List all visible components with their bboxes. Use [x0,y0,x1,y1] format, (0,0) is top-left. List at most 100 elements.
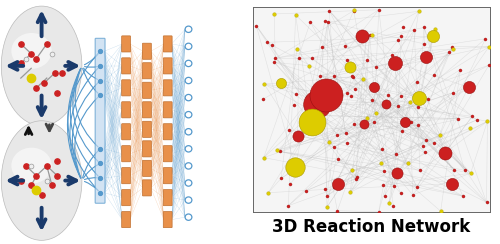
FancyBboxPatch shape [164,146,172,162]
FancyBboxPatch shape [142,121,152,137]
Point [436,209,444,213]
FancyBboxPatch shape [122,146,130,162]
Point [408,121,416,124]
Point [388,53,396,57]
Point [448,182,456,185]
FancyBboxPatch shape [122,168,130,184]
Circle shape [185,197,192,203]
Point [342,132,349,135]
Point [450,47,458,51]
Point [341,44,349,48]
Point [285,129,293,132]
Point [459,194,467,198]
Point [370,120,378,124]
Point [410,28,418,32]
Point [416,168,424,172]
Point [370,85,378,89]
Point [482,200,490,204]
Point [400,120,408,124]
FancyBboxPatch shape [95,38,105,203]
Point [347,94,355,98]
Circle shape [185,112,192,118]
Point [368,98,376,102]
Point [273,148,281,152]
Point [391,61,399,65]
Point [260,82,268,86]
FancyBboxPatch shape [122,36,130,52]
Point [378,161,386,165]
Point [268,43,276,47]
Point [394,38,402,42]
Point [316,74,324,78]
Point [343,91,351,95]
Point [325,140,333,144]
Point [390,204,398,208]
Point [334,158,342,162]
Point [485,45,493,49]
Point [399,25,407,29]
FancyBboxPatch shape [142,160,152,176]
Point [358,34,366,38]
Point [378,148,386,152]
Point [284,204,292,208]
Point [396,191,404,195]
Point [323,205,331,209]
Point [262,41,270,44]
Point [484,120,492,123]
FancyBboxPatch shape [142,180,152,196]
Point [334,182,342,185]
Point [290,103,298,107]
Point [411,97,419,101]
FancyBboxPatch shape [122,80,130,96]
Point [430,73,438,77]
Point [333,133,341,137]
Point [343,58,351,61]
FancyBboxPatch shape [122,190,130,206]
Point [294,134,302,138]
Point [436,133,444,137]
FancyBboxPatch shape [164,168,172,184]
Point [450,168,458,172]
Point [325,9,333,13]
Point [394,104,402,108]
Point [430,141,438,145]
Point [348,168,356,172]
FancyBboxPatch shape [122,58,130,74]
Ellipse shape [2,6,82,126]
Point [324,20,332,24]
Point [330,185,338,189]
Point [349,75,357,79]
Point [302,95,310,99]
Point [352,177,360,181]
Point [368,33,376,37]
FancyBboxPatch shape [142,141,152,157]
Point [292,92,300,96]
Point [415,96,423,100]
Point [466,171,474,175]
FancyBboxPatch shape [142,82,152,98]
Point [271,56,279,60]
FancyBboxPatch shape [142,63,152,79]
Point [291,165,299,169]
Point [352,175,360,179]
Point [252,24,260,28]
Point [404,162,411,165]
Point [413,80,421,84]
Point [330,145,338,149]
FancyBboxPatch shape [164,190,172,206]
Point [312,102,320,106]
Point [372,65,380,69]
Point [270,12,278,16]
Point [460,168,468,172]
Circle shape [185,26,192,32]
Point [406,100,413,104]
Ellipse shape [12,33,51,69]
Circle shape [185,146,192,152]
Point [374,210,382,214]
Point [321,19,329,23]
Point [420,42,428,46]
Point [350,9,358,13]
Point [390,184,398,188]
Point [330,74,338,78]
Point [306,20,314,24]
